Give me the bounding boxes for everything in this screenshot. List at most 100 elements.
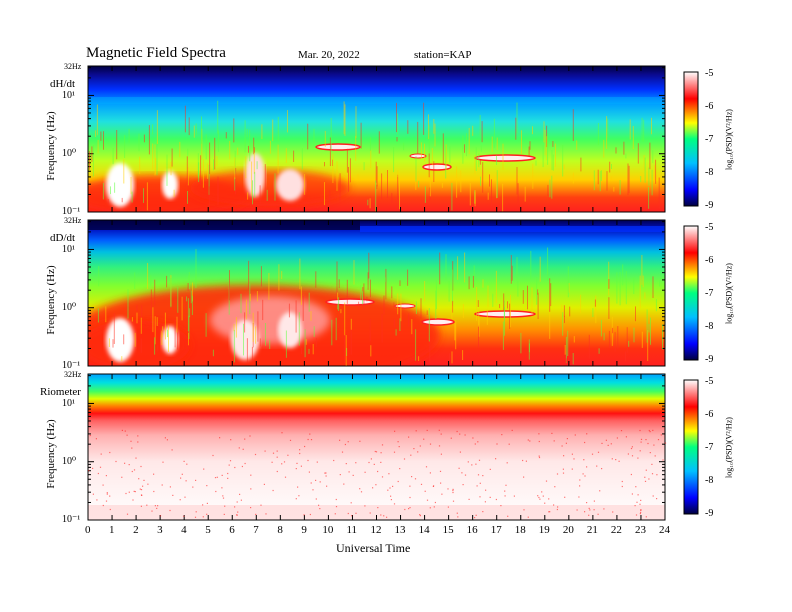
spectrogram-texture xyxy=(188,117,190,136)
spectrogram-texture xyxy=(260,504,262,506)
spectrogram-texture xyxy=(460,170,462,193)
spectrogram-texture xyxy=(140,317,142,334)
spectrogram-texture xyxy=(579,485,581,487)
spectrogram-texture xyxy=(346,279,348,304)
panel-label: dD/dt xyxy=(50,232,76,244)
spectrogram-texture xyxy=(652,150,654,164)
spectrogram-texture xyxy=(420,298,422,319)
spectrogram-texture xyxy=(281,432,283,434)
spectrogram-texture xyxy=(302,295,304,321)
spectrogram-texture xyxy=(169,509,171,512)
spectrogram-texture xyxy=(112,148,114,165)
spectrogram-texture xyxy=(92,493,94,495)
spectrogram-texture xyxy=(252,312,254,342)
spectrogram-texture xyxy=(215,490,217,493)
spectrogram-texture xyxy=(447,506,449,508)
spectrogram-texture xyxy=(242,448,244,450)
spectrogram-texture xyxy=(520,332,522,354)
spectrogram-texture xyxy=(429,507,431,509)
spectrogram-texture xyxy=(173,189,175,197)
spectrogram-texture xyxy=(410,454,412,456)
spectrogram-texture xyxy=(141,305,143,318)
spectrogram-texture xyxy=(256,291,258,302)
spectrogram-texture xyxy=(313,128,315,145)
spectrogram-texture xyxy=(452,489,454,492)
spectrogram-texture xyxy=(152,143,154,170)
panel-label: dH/dt xyxy=(50,78,76,90)
spectrogram-texture xyxy=(603,332,605,341)
spectrogram-texture xyxy=(597,169,599,185)
spectrogram-texture xyxy=(296,462,298,464)
x-tick-label: 23 xyxy=(634,524,646,536)
spectrogram-texture xyxy=(647,442,649,445)
spectrogram-texture xyxy=(348,471,350,473)
spectrogram-texture xyxy=(355,512,357,514)
spectrogram-texture xyxy=(312,489,314,491)
spectrogram-texture xyxy=(360,491,363,493)
spectrogram-texture xyxy=(603,508,605,510)
spectrogram-texture xyxy=(176,316,178,333)
spectrogram-texture xyxy=(156,110,158,144)
spectrogram-texture xyxy=(593,509,595,511)
spectrogram-texture xyxy=(513,495,515,497)
spectrogram-texture xyxy=(369,198,371,209)
spectrogram-texture xyxy=(484,501,486,503)
spectrogram-texture xyxy=(224,505,226,507)
spectrogram-texture xyxy=(375,161,377,183)
spectrogram-texture xyxy=(304,329,306,358)
spectrogram-texture xyxy=(234,466,236,469)
spectrogram-texture xyxy=(415,156,417,182)
spectrogram-texture xyxy=(449,353,450,363)
spectrogram-texture xyxy=(154,337,156,355)
x-tick-label: 0 xyxy=(85,524,91,536)
spectrogram-texture xyxy=(329,190,331,208)
spectrogram-texture xyxy=(588,334,590,359)
spectrogram-texture xyxy=(360,285,362,301)
spectrogram-texture xyxy=(315,479,317,481)
spectrogram-texture xyxy=(549,511,551,513)
spectrogram-texture xyxy=(625,271,627,305)
spectrogram-texture xyxy=(462,350,464,360)
spectrogram-texture xyxy=(451,182,453,211)
spectrogram-texture xyxy=(246,338,248,364)
spectrogram-texture xyxy=(424,490,426,492)
spectrogram-texture xyxy=(485,489,487,491)
spectrogram-texture xyxy=(642,275,644,288)
spectrogram-texture xyxy=(553,440,555,442)
spectrogram-texture xyxy=(244,120,246,153)
spectrogram-texture xyxy=(457,256,459,280)
spectrogram-texture xyxy=(164,312,166,340)
spectrogram-texture xyxy=(281,463,283,465)
spectrogram-texture xyxy=(269,340,271,349)
spectrogram-texture xyxy=(102,183,104,200)
spectrogram-texture xyxy=(456,512,458,514)
spectrogram-texture xyxy=(621,480,623,483)
spectrogram-texture xyxy=(375,451,378,453)
colorbar-tick: -8 xyxy=(705,321,714,332)
spectrogram-texture xyxy=(622,264,624,286)
spectrogram-texture xyxy=(639,503,641,505)
spectrogram-texture xyxy=(478,459,481,461)
spectrogram-texture xyxy=(441,493,443,495)
spectrogram-texture xyxy=(639,513,641,515)
spectrogram-texture xyxy=(192,486,194,488)
spectrogram-texture xyxy=(150,289,152,323)
spectrogram-texture xyxy=(477,300,479,307)
spectrogram-texture xyxy=(608,279,610,289)
spectrogram-texture xyxy=(377,507,379,509)
spectrogram-texture xyxy=(415,301,417,314)
spectrogram-texture xyxy=(92,467,94,469)
spectrogram-texture xyxy=(482,162,484,193)
x-tick-label: 17 xyxy=(490,524,502,536)
spectrogram-texture xyxy=(487,285,489,308)
spectrogram-texture xyxy=(493,118,495,148)
spectrogram-texture xyxy=(102,504,104,507)
spectrogram-texture xyxy=(631,455,634,457)
spectrogram-texture xyxy=(240,293,242,314)
spectrogram-texture xyxy=(586,466,588,468)
spectrogram-texture xyxy=(336,261,338,296)
spectrogram-texture xyxy=(272,489,274,492)
spectrogram-texture xyxy=(164,437,166,439)
spectrogram-texture xyxy=(656,498,658,500)
spectrogram-texture xyxy=(639,429,641,432)
